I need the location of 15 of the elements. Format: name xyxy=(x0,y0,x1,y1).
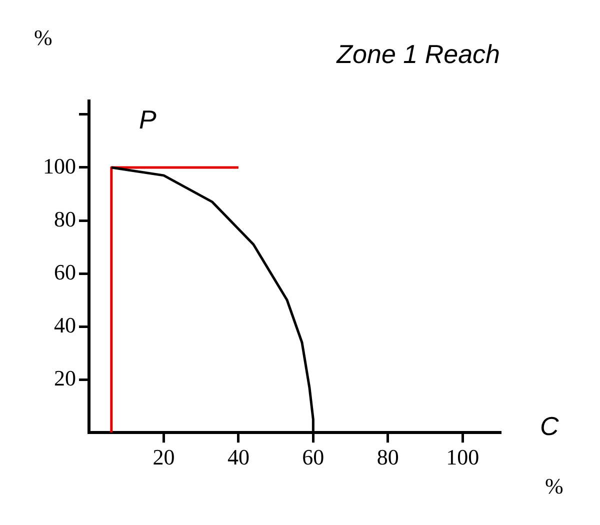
chart-title: Zone 1 Reach xyxy=(336,38,500,69)
y-tick-label: 100 xyxy=(43,153,76,178)
annotation: P xyxy=(139,104,157,134)
y-axis-title: % xyxy=(34,24,52,50)
x-tick-label: 20 xyxy=(152,444,175,470)
x-tick-label: 100 xyxy=(446,444,480,470)
x-tick-label: 60 xyxy=(302,444,324,470)
y-tick-label: 60 xyxy=(54,259,76,284)
x-axis-title: % xyxy=(545,473,564,498)
y-tick-label: 40 xyxy=(54,312,76,338)
text: C xyxy=(540,410,559,441)
y-tick-label: 80 xyxy=(54,206,76,232)
y-tick-label: 20 xyxy=(54,365,76,390)
x-tick-label: 80 xyxy=(376,444,399,470)
x-tick-label: 40 xyxy=(227,444,250,470)
